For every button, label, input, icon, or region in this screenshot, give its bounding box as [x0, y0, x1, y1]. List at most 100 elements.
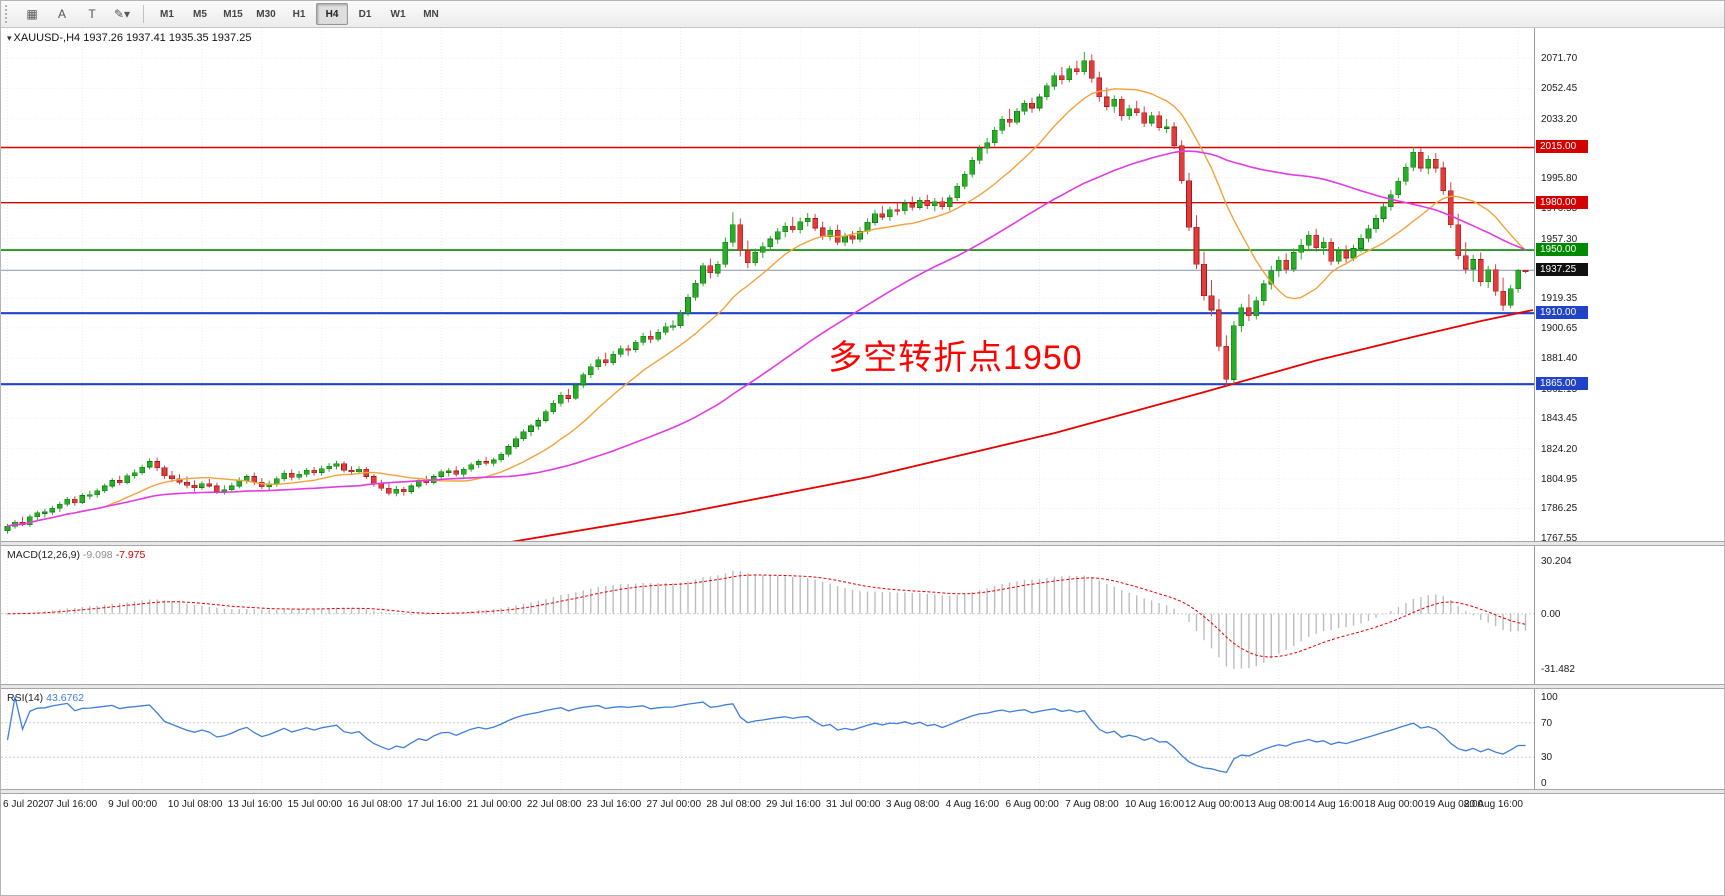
chart-ohlc-values: 1937.26 1937.41 1935.35 1937.25: [83, 32, 252, 44]
symbol-period-label: XAUUSD-,H4: [13, 32, 81, 44]
candle: [326, 465, 332, 469]
timeframe-m15[interactable]: M15: [223, 8, 243, 20]
rsi-label: RSI(14) 43.6762: [7, 692, 84, 704]
candle: [991, 129, 998, 143]
candle: [1208, 295, 1215, 311]
candle: [244, 476, 250, 481]
candle: [1006, 118, 1013, 123]
time-gridlines: [7, 689, 1519, 789]
candle: [909, 203, 916, 208]
candle: [1261, 283, 1267, 301]
timeframe-group: M1 M5 M15 M30 H1 H4 D1 W1 MN: [151, 3, 447, 25]
candle: [647, 335, 654, 340]
time-axis-label: 15 Jul 00:00: [287, 799, 343, 810]
time-axis-label: 18 Aug 00:00: [1364, 799, 1424, 810]
candle: [976, 148, 983, 161]
candle: [842, 235, 848, 243]
main-chart-surface[interactable]: ▾ XAUUSD-,H4 1937.26 1937.41 1935.35 1937…: [1, 28, 1534, 541]
price-axis[interactable]: 2071.702052.452033.201995.801976.551957.…: [1534, 28, 1724, 794]
candle: [236, 480, 243, 487]
candle: [1492, 269, 1499, 292]
candle: [386, 488, 392, 494]
candle: [789, 226, 796, 230]
candle: [1051, 75, 1058, 87]
candle: [550, 402, 557, 413]
time-axis-label: 4 Aug 16:00: [945, 799, 1000, 810]
candle: [1462, 255, 1469, 270]
timeframe-m30[interactable]: M30: [256, 8, 276, 20]
candle: [857, 230, 863, 240]
price-axis-label: 1919.35: [1541, 293, 1578, 305]
timeframe-m5[interactable]: M5: [193, 8, 207, 20]
rsi-panel-surface[interactable]: RSI(14) 43.6762: [1, 689, 1534, 789]
candle: [565, 394, 572, 399]
candle: [1201, 264, 1207, 297]
price-tag-1950.00: 1950.00: [1536, 243, 1588, 257]
candle: [1066, 68, 1073, 80]
timeframe-d1[interactable]: D1: [358, 8, 372, 20]
macd-panel-surface[interactable]: MACD(12,26,9) -9.098 -7.975: [1, 546, 1534, 684]
candle: [101, 485, 108, 491]
candle: [49, 507, 56, 513]
candles: [4, 52, 1529, 534]
candle: [610, 353, 617, 364]
candle: [819, 227, 826, 237]
drawing-tools-icon[interactable]: ✎▾: [113, 7, 131, 21]
candle: [1418, 151, 1424, 169]
candle: [139, 466, 145, 473]
candle: [460, 469, 467, 475]
text-t-icon[interactable]: T: [88, 7, 96, 21]
panel-splitter-macd[interactable]: [1, 541, 1724, 546]
candle: [1089, 60, 1095, 79]
time-axis-label: 21 Jul 00:00: [467, 799, 522, 810]
price-axis-label: 1900.65: [1541, 322, 1578, 334]
candle: [1328, 241, 1334, 262]
candle: [1223, 345, 1230, 380]
candle: [1141, 112, 1147, 124]
panel-splitter-rsi[interactable]: [1, 684, 1724, 689]
time-axis[interactable]: 6 Jul 2020 7 Jul 16:00 9 Jul 00:00 10 Jul 0…: [1, 794, 1724, 820]
annotation-a-icon[interactable]: A: [57, 7, 66, 21]
candle: [685, 297, 691, 314]
candle: [1455, 224, 1461, 256]
rsi-line: [6, 696, 1526, 774]
rsi-axis-label: 100: [1541, 692, 1558, 703]
candle: [1186, 180, 1192, 228]
candle: [1365, 228, 1372, 239]
toolbar-grip[interactable]: [5, 5, 12, 23]
candle: [1335, 250, 1342, 262]
price-axis-label: 1995.80: [1541, 172, 1578, 184]
time-axis-label: 19 Aug 08:00: [1424, 799, 1484, 810]
timeframe-h4[interactable]: H4: [316, 3, 348, 25]
candle: [281, 473, 288, 480]
candle: [371, 476, 377, 484]
candle: [1507, 288, 1514, 306]
timeframe-m1[interactable]: M1: [160, 8, 174, 20]
candle: [1059, 75, 1065, 80]
candle: [311, 469, 317, 473]
candle: [1305, 234, 1312, 246]
chart-grid-icon[interactable]: ▦: [26, 7, 38, 21]
price-axis-label: 1881.40: [1541, 353, 1578, 365]
candle: [87, 494, 93, 497]
candle: [1156, 115, 1162, 129]
candle: [356, 469, 362, 473]
candle: [1133, 108, 1140, 114]
timeframe-mn[interactable]: MN: [423, 8, 439, 20]
candle: [1395, 181, 1402, 196]
macd-signal-line: [7, 574, 1526, 658]
candle: [797, 221, 804, 230]
candle: [595, 359, 602, 368]
candle: [1036, 96, 1043, 109]
candle: [214, 485, 220, 492]
candle: [221, 489, 228, 492]
candle: [804, 218, 811, 223]
candle: [296, 473, 302, 478]
price-axis-label: 1824.20: [1541, 443, 1578, 455]
timeframe-h1[interactable]: H1: [292, 8, 306, 20]
candle: [879, 213, 886, 218]
candle: [1253, 300, 1260, 316]
candle: [490, 459, 497, 464]
timeframe-w1[interactable]: W1: [390, 8, 406, 20]
